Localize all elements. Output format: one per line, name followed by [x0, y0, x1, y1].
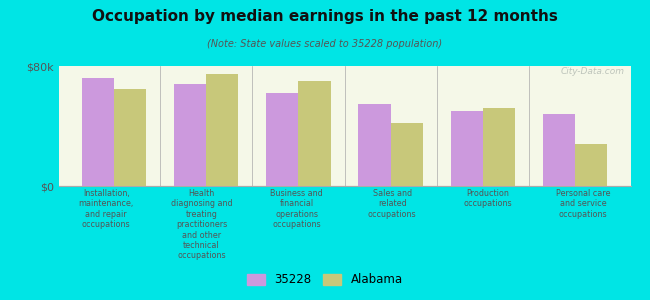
Text: Sales and
related
occupations: Sales and related occupations: [368, 189, 417, 219]
Text: Installation,
maintenance,
and repair
occupations: Installation, maintenance, and repair oc…: [79, 189, 134, 229]
Text: Business and
financial
operations
occupations: Business and financial operations occupa…: [270, 189, 323, 229]
Text: Personal care
and service
occupations: Personal care and service occupations: [556, 189, 610, 219]
Bar: [266, 93, 298, 186]
Legend: 35228, Alabama: 35228, Alabama: [242, 269, 408, 291]
Bar: [391, 123, 423, 186]
Bar: [114, 88, 146, 186]
Text: (Note: State values scaled to 35228 population): (Note: State values scaled to 35228 popu…: [207, 39, 443, 49]
Bar: [483, 108, 515, 186]
Bar: [174, 84, 206, 186]
Bar: [298, 81, 331, 186]
Text: Health
diagnosing and
treating
practitioners
and other
technical
occupations: Health diagnosing and treating practitio…: [171, 189, 232, 260]
Bar: [543, 114, 575, 186]
Text: Occupation by median earnings in the past 12 months: Occupation by median earnings in the pas…: [92, 9, 558, 24]
Bar: [81, 78, 114, 186]
Text: City-Data.com: City-Data.com: [561, 67, 625, 76]
Bar: [358, 103, 391, 186]
Text: Production
occupations: Production occupations: [463, 189, 512, 208]
Bar: [575, 144, 608, 186]
Bar: [450, 111, 483, 186]
Bar: [206, 74, 239, 186]
